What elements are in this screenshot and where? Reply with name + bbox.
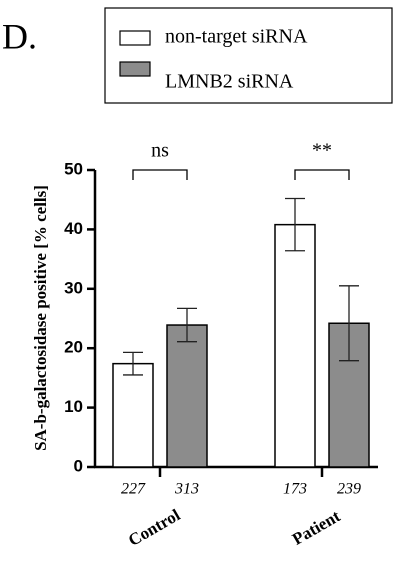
y-tick-label: 40 [64, 219, 83, 238]
x-tick-label: Patient [289, 506, 344, 549]
legend-swatch [119, 30, 151, 46]
significance-bracket [294, 169, 350, 180]
legend-label: non-target siRNA [165, 26, 308, 48]
bar [274, 223, 316, 468]
significance-bracket [132, 169, 188, 180]
y-tick-label: 10 [64, 397, 83, 416]
legend-box [104, 7, 393, 104]
bar [112, 362, 154, 468]
count-label: 227 [121, 481, 146, 498]
count-label: 313 [174, 481, 199, 498]
count-label: 173 [283, 481, 307, 498]
significance-label: ** [312, 140, 332, 162]
x-tick-label: Control [125, 505, 184, 550]
y-axis-label: SA-b-galactosidase positive [% cells] [31, 185, 50, 451]
significance-label: ns [151, 140, 169, 162]
y-tick-label: 50 [64, 159, 83, 178]
y-tick-label: 20 [64, 338, 83, 357]
y-tick-label: 0 [74, 456, 83, 475]
y-tick-label: 30 [64, 278, 83, 297]
panel-label: D. [2, 16, 37, 56]
bar [166, 324, 208, 468]
legend-label: LMNB2 siRNA [165, 71, 294, 93]
legend-swatch [119, 61, 151, 77]
count-label: 239 [337, 481, 361, 498]
